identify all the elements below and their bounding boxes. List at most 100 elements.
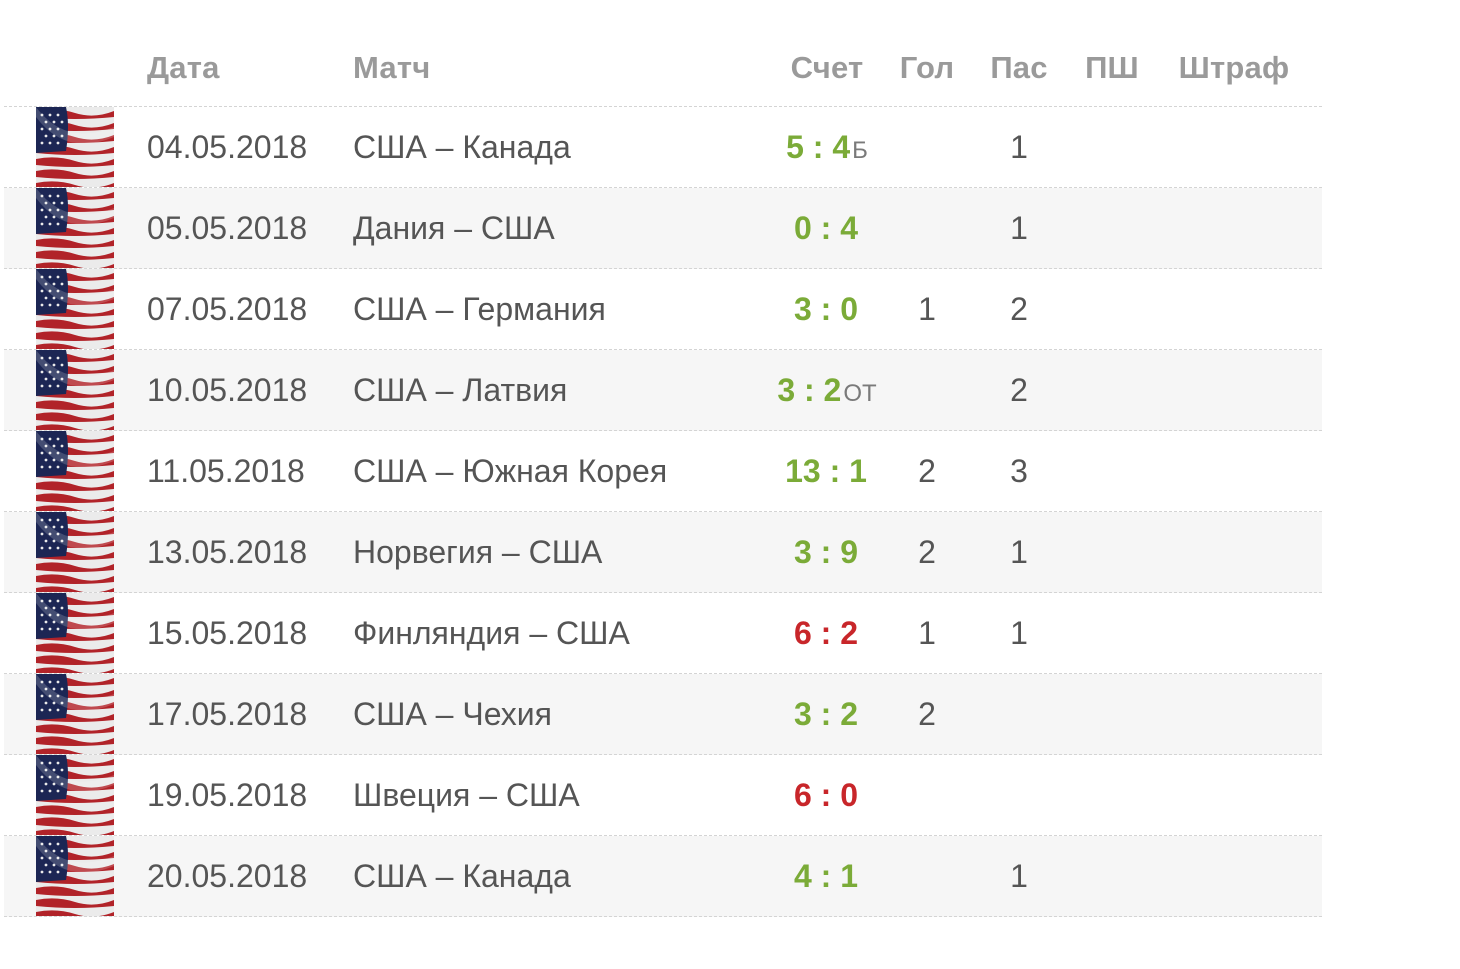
- match-score: 3 : 2: [793, 695, 859, 732]
- flag-cell: [4, 593, 147, 673]
- score-cell: 3 : 0: [773, 291, 881, 328]
- match-date: 11.05.2018: [147, 452, 305, 489]
- match-score: 0 : 4: [793, 209, 859, 246]
- flag-cell: [4, 674, 147, 754]
- score-cell: 13 : 1: [773, 453, 881, 490]
- table-row: 19.05.2018 Швеция – США 6 : 0: [4, 755, 1322, 836]
- table-row: 15.05.2018 Финляндия – США 6 : 2 1 1: [4, 593, 1322, 674]
- flag-cell: [4, 755, 147, 835]
- match-name: США – Чехия: [353, 695, 552, 732]
- date-cell: 19.05.2018: [147, 777, 353, 814]
- match-cell: США – Германия: [353, 291, 773, 328]
- assists-cell: 1: [1010, 857, 1028, 894]
- match-name: Финляндия – США: [353, 614, 630, 651]
- usa-flag-icon: [36, 107, 114, 187]
- score-note: Б: [852, 136, 868, 164]
- match-name: США – Южная Корея: [353, 452, 668, 489]
- match-date: 19.05.2018: [147, 776, 308, 813]
- header-match: Матч: [353, 50, 431, 85]
- match-date: 17.05.2018: [147, 695, 308, 732]
- match-date: 13.05.2018: [147, 533, 308, 570]
- match-cell: США – Южная Корея: [353, 453, 773, 490]
- match-name: Норвегия – США: [353, 533, 603, 570]
- match-score: 4 : 1: [793, 857, 859, 894]
- goals-cell: 2: [918, 695, 936, 732]
- match-score: 3 : 2: [777, 371, 842, 408]
- match-name: США – Канада: [353, 128, 571, 165]
- match-date: 15.05.2018: [147, 614, 308, 651]
- header-goals: Гол: [899, 50, 955, 85]
- header-date: Дата: [147, 50, 220, 85]
- flag-cell: [4, 188, 147, 268]
- flag-cell: [4, 107, 147, 187]
- score-cell: 6 : 0: [773, 777, 881, 814]
- flag-cell: [4, 269, 147, 349]
- score-cell: 3 : 2ОТ: [773, 372, 881, 409]
- match-score: 3 : 9: [793, 533, 859, 570]
- match-date: 07.05.2018: [147, 290, 308, 327]
- match-name: США – Латвия: [353, 371, 568, 408]
- player-match-stats-table: Дата Матч Счет Гол Пас ПШ Штраф: [4, 30, 1322, 917]
- match-score: 6 : 0: [793, 776, 859, 813]
- score-cell: 0 : 4: [773, 210, 881, 247]
- match-score: 3 : 0: [793, 290, 859, 327]
- match-date: 20.05.2018: [147, 857, 308, 894]
- match-cell: США – Канада: [353, 129, 773, 166]
- match-cell: Швеция – США: [353, 777, 773, 814]
- assists-cell: 1: [1010, 614, 1028, 651]
- goals-cell: 1: [918, 614, 936, 651]
- assists-cell: 3: [1010, 452, 1028, 489]
- header-assists: Пас: [990, 50, 1048, 85]
- date-cell: 10.05.2018: [147, 372, 353, 409]
- match-name: Дания – США: [353, 209, 555, 246]
- goals-cell: 2: [918, 533, 936, 570]
- match-score: 6 : 2: [793, 614, 859, 651]
- flag-cell: [4, 512, 147, 592]
- score-cell: 6 : 2: [773, 615, 881, 652]
- table-row: 04.05.2018 США – Канада 5 : 4Б 1: [4, 107, 1322, 188]
- date-cell: 13.05.2018: [147, 534, 353, 571]
- match-cell: Дания – США: [353, 210, 773, 247]
- usa-flag-icon: [36, 674, 114, 754]
- date-cell: 07.05.2018: [147, 291, 353, 328]
- match-name: Швеция – США: [353, 776, 580, 813]
- header-pim: Штраф: [1178, 50, 1290, 85]
- header-score: Счет: [790, 50, 864, 85]
- date-cell: 20.05.2018: [147, 858, 353, 895]
- assists-cell: 1: [1010, 209, 1028, 246]
- flag-cell: [4, 431, 147, 511]
- table-row: 05.05.2018 Дания – США 0 : 4 1: [4, 188, 1322, 269]
- table-row: 17.05.2018 США – Чехия 3 : 2 2: [4, 674, 1322, 755]
- usa-flag-icon: [36, 188, 114, 268]
- match-cell: США – Латвия: [353, 372, 773, 409]
- score-note: ОТ: [843, 379, 877, 407]
- match-cell: США – Канада: [353, 858, 773, 895]
- match-date: 04.05.2018: [147, 128, 308, 165]
- score-cell: 3 : 9: [773, 534, 881, 571]
- date-cell: 04.05.2018: [147, 129, 353, 166]
- match-date: 05.05.2018: [147, 209, 308, 246]
- assists-cell: 2: [1010, 371, 1028, 408]
- date-cell: 11.05.2018: [147, 453, 353, 490]
- table-header-row: Дата Матч Счет Гол Пас ПШ Штраф: [4, 30, 1322, 107]
- usa-flag-icon: [36, 593, 114, 673]
- flag-cell: [4, 836, 147, 916]
- score-cell: 5 : 4Б: [773, 129, 881, 166]
- date-cell: 17.05.2018: [147, 696, 353, 733]
- match-date: 10.05.2018: [147, 371, 308, 408]
- match-name: США – Германия: [353, 290, 606, 327]
- date-cell: 05.05.2018: [147, 210, 353, 247]
- table-row: 13.05.2018 Норвегия – США 3 : 9 2 1: [4, 512, 1322, 593]
- usa-flag-icon: [36, 269, 114, 349]
- score-cell: 4 : 1: [773, 858, 881, 895]
- match-cell: Финляндия – США: [353, 615, 773, 652]
- usa-flag-icon: [36, 512, 114, 592]
- goals-cell: 2: [918, 452, 936, 489]
- match-cell: США – Чехия: [353, 696, 773, 733]
- date-cell: 15.05.2018: [147, 615, 353, 652]
- match-score: 13 : 1: [785, 452, 867, 489]
- table-row: 10.05.2018 США – Латвия 3 : 2ОТ 2: [4, 350, 1322, 431]
- match-name: США – Канада: [353, 857, 571, 894]
- usa-flag-icon: [36, 836, 114, 916]
- flag-cell: [4, 350, 147, 430]
